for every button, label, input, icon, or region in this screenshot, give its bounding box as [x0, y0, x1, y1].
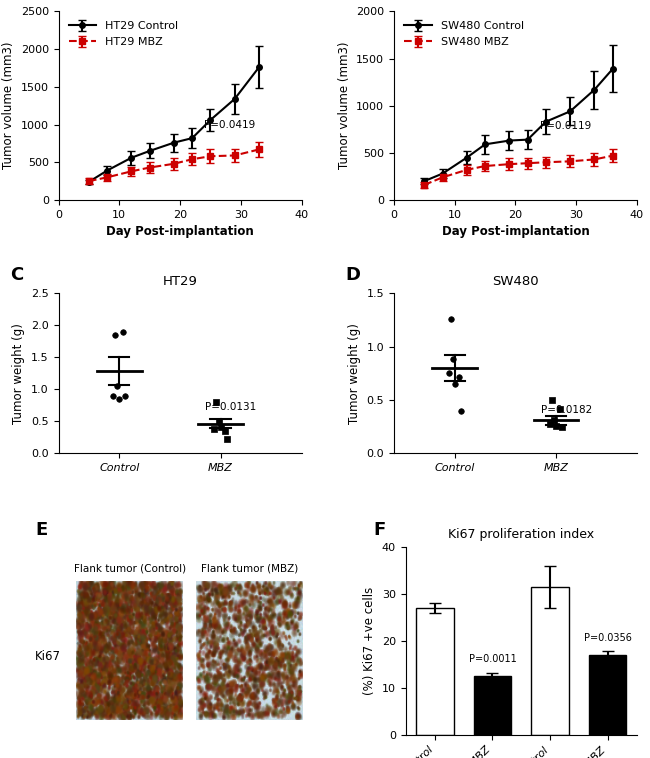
Title: Ki67 proliferation index: Ki67 proliferation index	[448, 528, 594, 541]
Text: C: C	[10, 266, 23, 284]
Text: P=0.0119: P=0.0119	[540, 121, 591, 131]
Text: P=0.0182: P=0.0182	[541, 405, 592, 415]
Bar	[531, 587, 569, 735]
Legend: HT29 Control, HT29 MBZ: HT29 Control, HT29 MBZ	[64, 17, 183, 52]
Text: D: D	[345, 266, 360, 284]
Y-axis label: Tumor weight (g): Tumor weight (g)	[12, 323, 25, 424]
Text: P=0.0419: P=0.0419	[204, 120, 255, 130]
Y-axis label: Tumor volume (mm3): Tumor volume (mm3)	[2, 42, 15, 170]
Point	[108, 390, 118, 402]
Point	[118, 326, 129, 338]
Point	[114, 393, 124, 405]
Text: P=0.0131: P=0.0131	[205, 402, 257, 412]
Point	[555, 402, 566, 415]
Point	[445, 313, 456, 325]
X-axis label: Day Post-implantation: Day Post-implantation	[441, 225, 590, 238]
Text: E: E	[36, 522, 48, 540]
Point	[209, 423, 220, 435]
X-axis label: Day Post-implantation: Day Post-implantation	[106, 225, 254, 238]
Point	[443, 368, 454, 380]
Point	[450, 378, 460, 390]
Y-axis label: Tumor volume (mm3): Tumor volume (mm3)	[337, 42, 350, 170]
Point	[547, 394, 557, 406]
Point	[213, 415, 224, 428]
Point	[110, 329, 120, 341]
Point	[120, 390, 131, 402]
Bar	[589, 655, 627, 735]
Point	[112, 380, 122, 392]
Point	[545, 418, 555, 430]
Text: Flank tumor (Control): Flank tumor (Control)	[73, 563, 186, 573]
Text: A: A	[20, 0, 34, 4]
Y-axis label: Tumor weight (g): Tumor weight (g)	[348, 323, 361, 424]
Point	[456, 405, 466, 417]
Text: Flank tumor (MBZ): Flank tumor (MBZ)	[201, 563, 298, 573]
Y-axis label: (%) Ki67 +ve cells: (%) Ki67 +ve cells	[363, 587, 376, 695]
Text: Ki67: Ki67	[35, 650, 61, 662]
Text: P=0.0011: P=0.0011	[469, 654, 516, 664]
Point	[557, 421, 567, 433]
Bar	[474, 676, 511, 735]
Legend: SW480 Control, SW480 MBZ: SW480 Control, SW480 MBZ	[400, 17, 528, 52]
Point	[215, 421, 226, 433]
Point	[222, 434, 232, 446]
Point	[447, 353, 458, 365]
Text: B: B	[355, 0, 369, 4]
Point	[211, 396, 222, 409]
Bar	[416, 608, 454, 735]
Title: SW480: SW480	[492, 275, 539, 288]
Point	[551, 420, 561, 432]
Point	[220, 425, 230, 437]
Text: P=0.0356: P=0.0356	[584, 633, 632, 643]
Point	[454, 371, 464, 383]
Text: F: F	[373, 522, 385, 540]
Title: HT29: HT29	[162, 275, 198, 288]
Point	[549, 415, 559, 427]
